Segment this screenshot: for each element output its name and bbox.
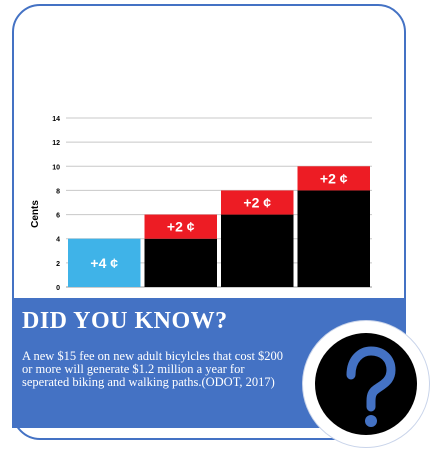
- y-axis-label: Cents: [30, 200, 41, 228]
- cents-bar-chart: 0 2 4 6 8 10 12 14 +4 ¢ +2 ¢ +2 ¢ +2 ¢ Cents: [30, 116, 372, 292]
- y-tick-label: 14: [52, 116, 60, 123]
- bar-base: [297, 190, 370, 287]
- bar-base: [221, 214, 294, 287]
- y-tick-label: 2: [56, 261, 60, 268]
- bar-data-label: +2 ¢: [243, 195, 271, 211]
- y-tick-label: 10: [52, 164, 60, 171]
- bar-increment: [144, 214, 217, 239]
- bar-increment: [297, 166, 370, 191]
- y-tick-label: 4: [56, 237, 60, 244]
- y-tick-label: 8: [56, 188, 60, 195]
- banner-title: DID YOU KNOW?: [22, 308, 228, 334]
- question-mark-icon: [346, 346, 396, 427]
- bar-data-label: +2 ¢: [167, 219, 195, 235]
- bar-data-label: +2 ¢: [320, 170, 348, 186]
- banner-text: A new $15 fee on new adult bicylcles tha…: [22, 349, 284, 389]
- y-tick-label: 6: [56, 213, 60, 220]
- y-tick-label: 0: [56, 285, 60, 292]
- bar-increment: [221, 190, 294, 215]
- y-tick-label: 12: [52, 140, 60, 147]
- bar-base: [68, 238, 141, 287]
- bar-data-label: +4 ¢: [90, 255, 118, 271]
- bar-base: [144, 238, 217, 287]
- help-badge: [302, 320, 430, 448]
